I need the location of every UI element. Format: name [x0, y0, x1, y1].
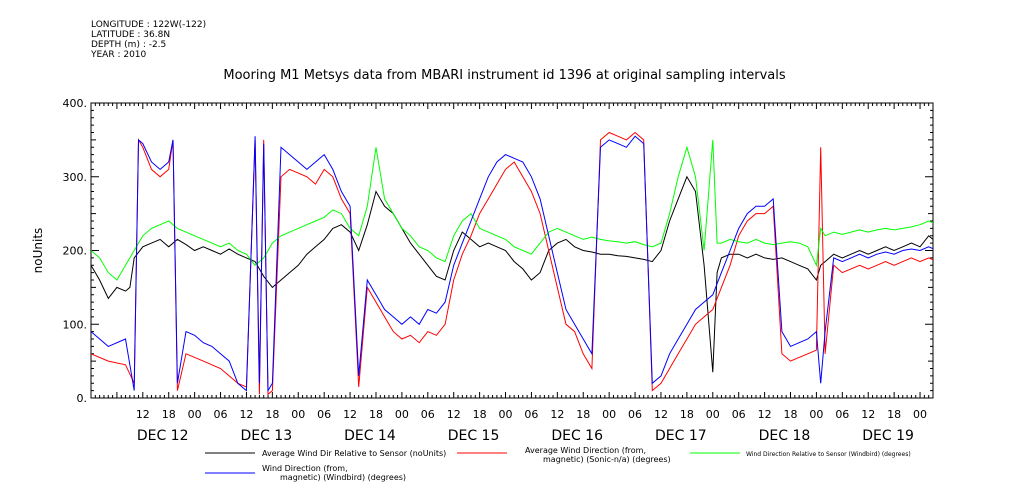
x-tick-label: 00	[706, 408, 720, 421]
day-label: DEC 17	[655, 428, 707, 444]
x-tick-label: 18	[265, 408, 279, 421]
legend-label-4: Wind Direction (from, magnetic) (Windbird…	[262, 464, 406, 482]
series-line-4	[91, 135, 933, 393]
x-tick-label: 06	[524, 408, 538, 421]
y-tick-label: 100.	[63, 318, 88, 331]
y-tick-label: 300.	[63, 171, 88, 184]
day-label: DEC 16	[551, 428, 603, 444]
x-tick-label: 06	[628, 408, 642, 421]
series-line-3	[91, 139, 933, 281]
y-tick-label: 200.	[63, 245, 88, 258]
x-tick-label: 00	[499, 408, 513, 421]
day-label: DEC 19	[862, 428, 914, 444]
x-tick-label: 00	[291, 408, 305, 421]
meta-year: YEAR : 2010	[91, 50, 147, 60]
legend-label-2: Average Wind Direction (from, magnetic) (…	[525, 446, 671, 464]
day-label: DEC 13	[240, 428, 292, 444]
day-label: DEC 18	[759, 428, 811, 444]
x-tick-label: 00	[809, 408, 823, 421]
legend: Average Wind Dir Relative to Sensor (noU…	[205, 446, 911, 482]
series-line-1	[91, 175, 933, 373]
y-axis-label: noUnits	[31, 228, 45, 274]
x-tick-label: 12	[136, 408, 150, 421]
x-tick-label: 06	[732, 408, 746, 421]
x-tick-label: 00	[913, 408, 927, 421]
y-tick-label: 0.	[77, 392, 88, 405]
x-tick-label: 12	[654, 408, 668, 421]
x-tick-label: 12	[550, 408, 564, 421]
legend-label-3: Wind Direction Relative to Sensor (Windb…	[746, 451, 911, 458]
x-tick-label: 18	[784, 408, 798, 421]
x-tick-label: 12	[758, 408, 772, 421]
chart-title: Mooring M1 Metsys data from MBARI instru…	[223, 68, 786, 83]
meta-latitude: LATITUDE : 36.8N	[91, 30, 171, 40]
x-tick-label: 12	[861, 408, 875, 421]
series-line-2	[91, 131, 933, 396]
day-label: DEC 15	[448, 428, 500, 444]
x-tick-label: 18	[162, 408, 176, 421]
legend-label-1: Average Wind Dir Relative to Sensor (noU…	[262, 449, 446, 458]
x-tick-label: 00	[602, 408, 616, 421]
day-label: DEC 14	[344, 428, 396, 444]
axis-labels-layer: 0. 100. 200. 300. 400. 12 18 00 06 12 18 00 06 12 18 00…	[31, 97, 927, 444]
x-tick-label: 06	[317, 408, 331, 421]
meta-depth: DEPTH (m) : -2.5	[91, 40, 167, 50]
x-tick-label: 18	[473, 408, 487, 421]
x-tick-label: 00	[188, 408, 202, 421]
x-tick-label: 12	[447, 408, 461, 421]
x-tick-label: 06	[421, 408, 435, 421]
x-tick-label: 06	[835, 408, 849, 421]
x-tick-label: 18	[369, 408, 383, 421]
x-tick-label: 18	[576, 408, 590, 421]
series-layer	[91, 131, 933, 396]
day-label: DEC 12	[137, 428, 189, 444]
x-tick-label: 12	[343, 408, 357, 421]
x-tick-label: 18	[680, 408, 694, 421]
x-tick-label: 18	[887, 408, 901, 421]
x-tick-label: 12	[239, 408, 253, 421]
x-tick-label: 06	[214, 408, 228, 421]
meta-longitude: LONGITUDE : 122W(-122)	[91, 20, 207, 30]
x-tick-label: 00	[395, 408, 409, 421]
y-tick-label: 400.	[63, 97, 88, 110]
